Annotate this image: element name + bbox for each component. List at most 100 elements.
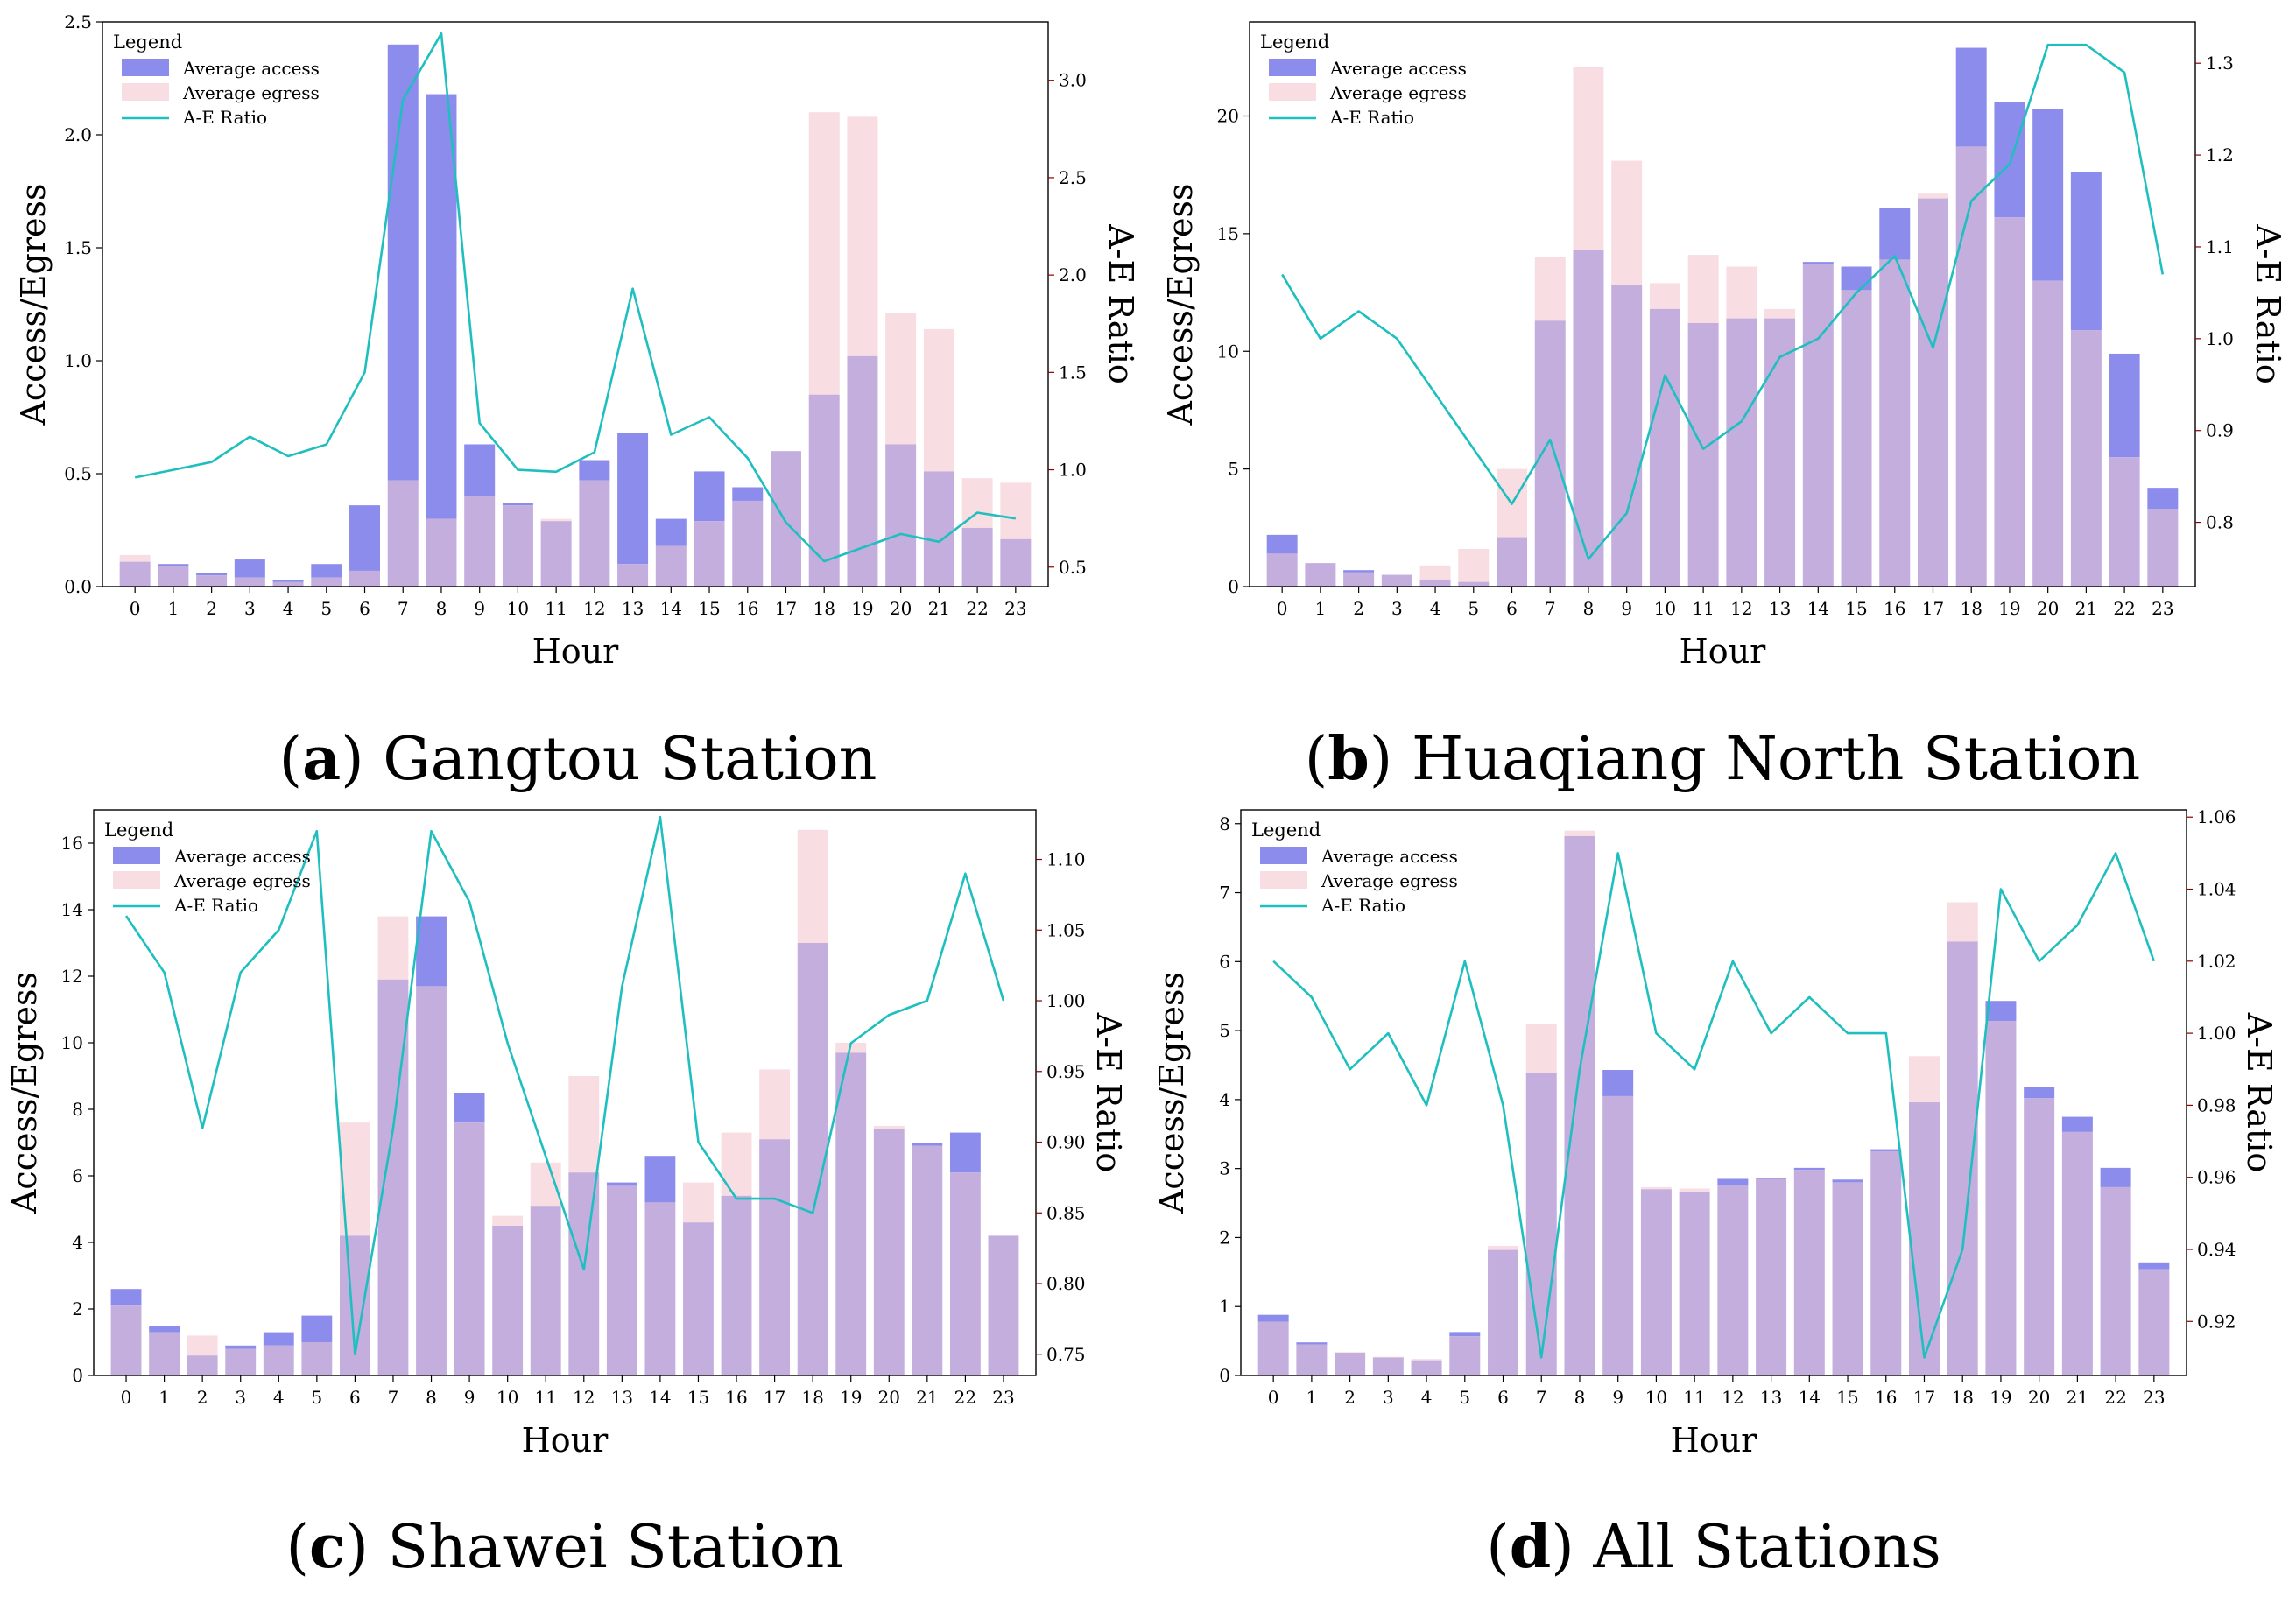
left-tick-label: 3 <box>1219 1158 1230 1179</box>
overlap-bar-7 <box>1534 320 1566 587</box>
access-bar-9 <box>454 1093 485 1123</box>
x-tick-label: 0 <box>1277 598 1288 619</box>
overlap-bar-11 <box>530 1206 561 1375</box>
x-tick-label: 5 <box>311 1387 322 1408</box>
x-tick-label: 11 <box>545 598 567 619</box>
overlap-bar-8 <box>426 518 457 587</box>
access-bar-15 <box>694 471 725 522</box>
x-tick-label: 9 <box>464 1387 475 1408</box>
x-tick-label: 13 <box>1760 1387 1782 1408</box>
x-tick-label: 23 <box>992 1387 1014 1408</box>
egress-bar-7 <box>1534 257 1566 321</box>
egress-bar-6 <box>1488 1245 1519 1250</box>
caption-letter: a <box>302 724 341 794</box>
egress-bar-10 <box>492 1215 524 1226</box>
x-tick-label: 15 <box>698 598 720 619</box>
x-tick-label: 3 <box>1391 598 1403 619</box>
panel-caption: (b) Huaqiang North Station <box>1305 724 2141 794</box>
x-tick-label: 12 <box>573 1387 595 1408</box>
caption-letter: d <box>1510 1512 1552 1582</box>
access-bar-7 <box>387 44 419 481</box>
overlap-bar-4 <box>1411 1360 1442 1375</box>
egress-bar-11 <box>540 518 572 522</box>
overlap-bar-9 <box>1611 285 1643 587</box>
legend-access-swatch <box>1260 847 1307 864</box>
y-axis-label: Access/Egress <box>14 183 53 426</box>
access-bar-0 <box>1257 1314 1289 1322</box>
x-tick-label: 19 <box>851 598 873 619</box>
access-bar-15 <box>1832 1179 1863 1183</box>
overlap-bar-16 <box>1870 1150 1902 1375</box>
access-bar-16 <box>1879 208 1911 260</box>
access-bar-22 <box>2100 1167 2131 1187</box>
bars-group <box>1257 830 2170 1375</box>
right-tick-label: 0.5 <box>1059 557 1087 578</box>
overlap-bar-11 <box>540 521 572 587</box>
x-tick-label: 1 <box>1306 1387 1318 1408</box>
legend-title: Legend <box>1251 820 1321 841</box>
axes-frame <box>102 21 1049 587</box>
x-tick-label: 10 <box>507 598 529 619</box>
legend-access-label: Average access <box>1321 846 1458 867</box>
x-tick-label: 9 <box>1621 598 1632 619</box>
overlap-bar-12 <box>1717 1185 1749 1375</box>
access-bar-8 <box>426 94 457 519</box>
overlap-bar-22 <box>949 1172 981 1375</box>
left-tick-label: 2 <box>72 1298 83 1319</box>
overlap-bar-7 <box>1525 1073 1557 1375</box>
overlap-bar-14 <box>655 545 687 587</box>
ratio-line <box>1272 852 2156 1359</box>
x-tick-label: 12 <box>1722 1387 1743 1408</box>
x-tick-label: 19 <box>1998 598 2020 619</box>
right-tick-label: 0.8 <box>2206 512 2234 533</box>
legend-egress-label: Average egress <box>1329 82 1467 103</box>
access-bar-5 <box>301 1315 333 1342</box>
access-bar-13 <box>617 433 649 565</box>
egress-bar-17 <box>759 1069 791 1140</box>
egress-bar-3 <box>1372 1356 1404 1358</box>
caption-letter: c <box>309 1512 345 1582</box>
left-tick-label: 0 <box>1228 576 1239 597</box>
x-tick-label: 8 <box>436 598 447 619</box>
x-tick-label: 10 <box>1654 598 1676 619</box>
legend-access-label: Average access <box>1329 58 1467 79</box>
left-tick-label: 2.5 <box>64 11 92 32</box>
egress-bar-19 <box>847 116 878 356</box>
x-tick-label: 0 <box>1268 1387 1279 1408</box>
egress-bar-23 <box>1000 482 1032 539</box>
x-tick-label: 9 <box>474 598 485 619</box>
overlap-bar-17 <box>770 451 801 587</box>
x-tick-label: 18 <box>1951 1387 1973 1408</box>
x-tick-label: 11 <box>1683 1387 1705 1408</box>
overlap-bar-23 <box>1000 538 1032 587</box>
panel-caption: (a) Gangtou Station <box>279 724 877 794</box>
x-tick-label: 14 <box>1807 598 1829 619</box>
overlap-bar-4 <box>263 1345 294 1375</box>
legend-access-swatch <box>113 847 160 864</box>
access-bar-18 <box>1955 47 1987 147</box>
egress-bar-8 <box>1564 830 1595 836</box>
left-tick-label: 5 <box>1219 1020 1230 1041</box>
overlap-bar-17 <box>1908 1102 1940 1375</box>
x-tick-label: 2 <box>206 598 217 619</box>
x-tick-label: 10 <box>497 1387 518 1408</box>
overlap-bar-9 <box>464 496 496 587</box>
overlap-bar-19 <box>1994 217 2025 587</box>
x-tick-label: 7 <box>388 1387 399 1408</box>
x-tick-label: 8 <box>1583 598 1595 619</box>
x-tick-label: 7 <box>1545 598 1556 619</box>
right-tick-label: 1.3 <box>2206 53 2234 74</box>
x-tick-label: 5 <box>1459 1387 1470 1408</box>
x-tick-label: 5 <box>1468 598 1479 619</box>
overlap-bar-19 <box>835 1052 867 1375</box>
overlap-bar-15 <box>694 521 725 587</box>
access-bar-9 <box>464 444 496 496</box>
overlap-bar-5 <box>1458 581 1490 587</box>
overlap-bar-0 <box>1257 1321 1289 1375</box>
access-bar-20 <box>2024 1087 2055 1099</box>
egress-bar-11 <box>530 1162 561 1207</box>
egress-bar-15 <box>683 1182 714 1223</box>
